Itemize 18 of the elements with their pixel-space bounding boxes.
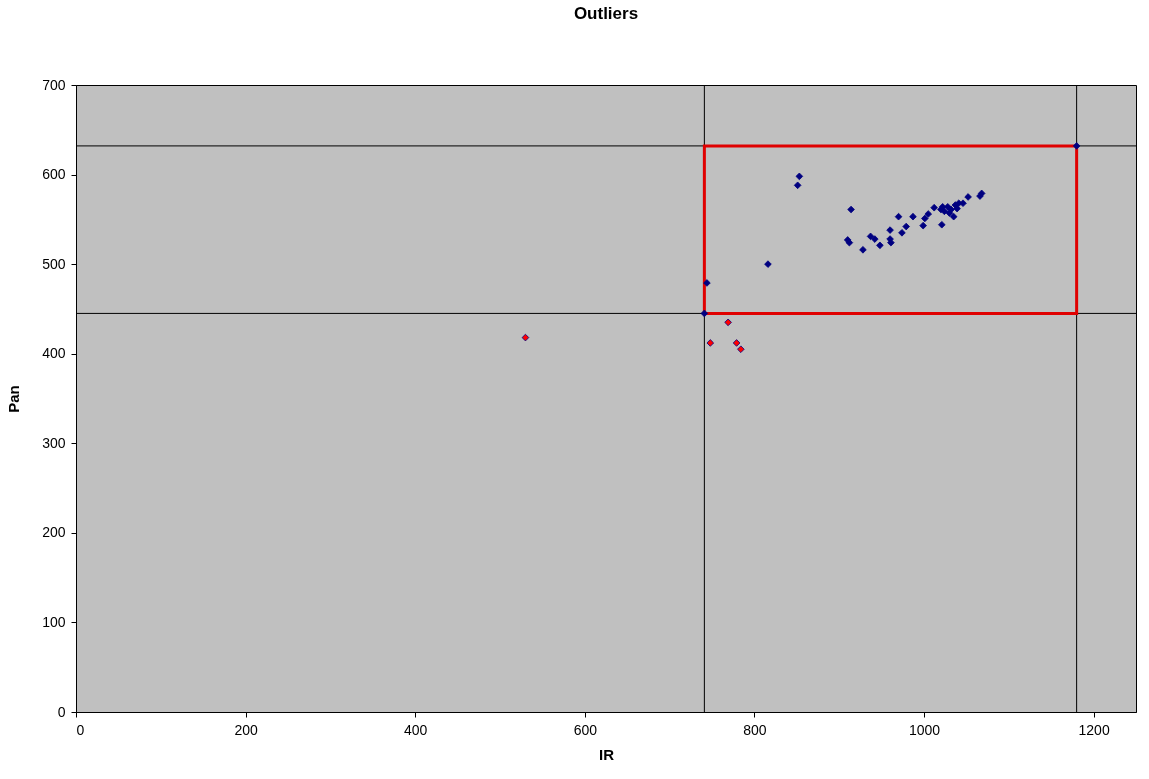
y-tick-label: 500 xyxy=(42,255,66,272)
y-tick-label: 600 xyxy=(42,166,66,183)
x-tick-label: 1200 xyxy=(1078,721,1110,738)
y-tick-label: 200 xyxy=(42,524,66,541)
y-tick-label: 300 xyxy=(42,434,66,451)
y-tick-label: 700 xyxy=(42,76,66,93)
x-tick-label: 200 xyxy=(234,721,258,738)
x-tick-label: 1000 xyxy=(908,721,941,738)
chart-title: Outliers xyxy=(573,4,639,23)
y-tick-label: 0 xyxy=(57,703,66,720)
x-tick-label: 800 xyxy=(743,721,767,738)
y-tick-label: 400 xyxy=(42,345,66,362)
x-axis-title: IR xyxy=(599,745,615,763)
y-tick-label: 100 xyxy=(42,613,66,630)
y-axis-title: Pan xyxy=(5,385,23,413)
x-tick-label: 400 xyxy=(404,721,428,738)
x-tick-label: 600 xyxy=(573,721,598,738)
x-tick-label: 0 xyxy=(76,721,85,738)
